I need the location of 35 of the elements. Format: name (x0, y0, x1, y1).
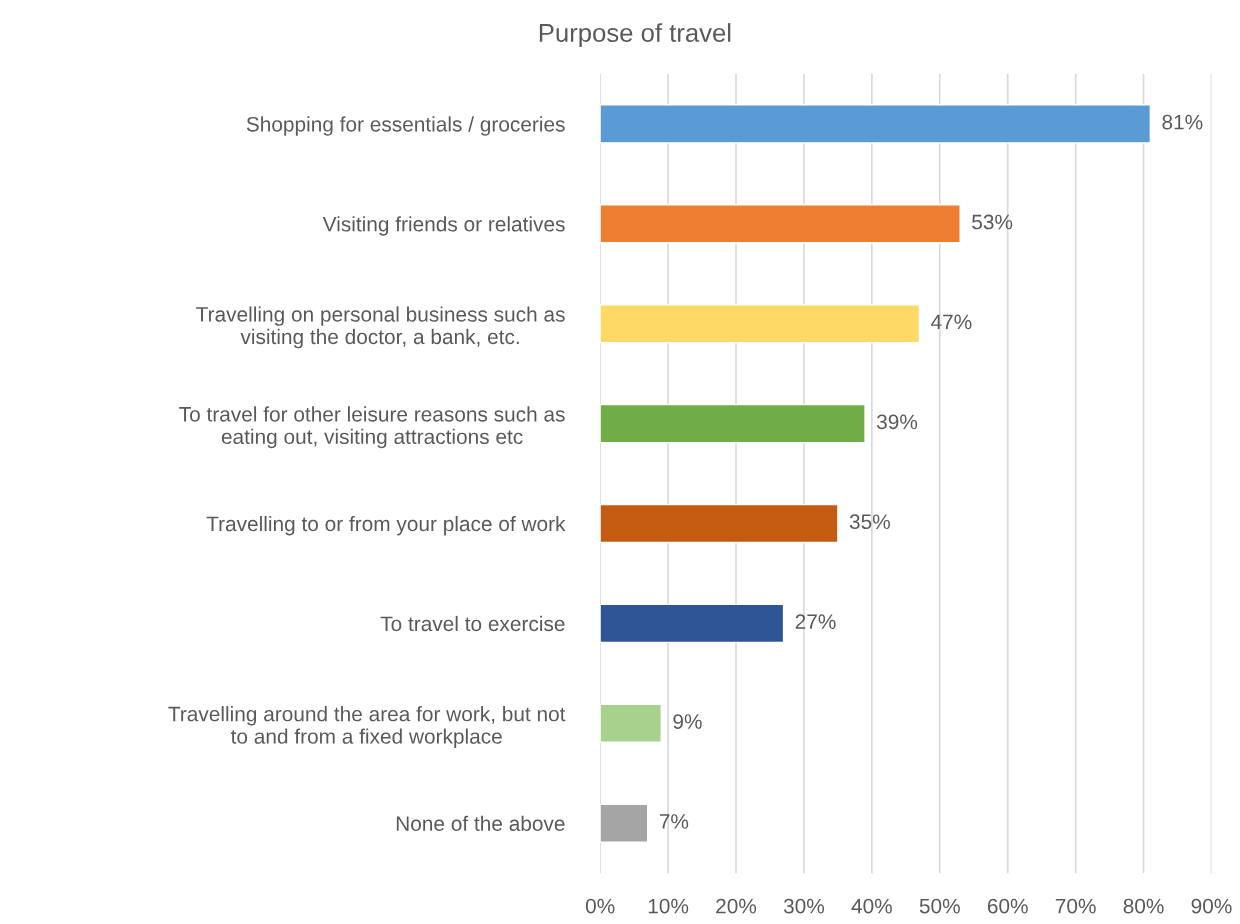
bar (600, 603, 785, 644)
x-tick-label: 10% (648, 898, 689, 914)
y-tick-label: Travelling on personal business such as visiting the doctor, a bank, etc. (196, 306, 565, 349)
y-tick-label: Visiting friends or relatives (322, 216, 565, 236)
bar (600, 304, 921, 344)
data-label: 27% (795, 614, 836, 629)
y-tick-label: Shopping for essentials / groceries (246, 116, 565, 136)
bar (600, 403, 866, 444)
bar (600, 703, 662, 743)
x-tick-label: 50% (919, 898, 960, 914)
bar (600, 204, 961, 244)
data-label: 7% (659, 814, 689, 829)
y-tick-label: Travelling around the area for work, but not to and from a fixed workplace (168, 706, 566, 748)
data-label: 53% (972, 214, 1013, 230)
data-label: 9% (673, 714, 702, 729)
x-tick-label: 40% (851, 898, 892, 914)
bar (600, 803, 649, 843)
x-tick-label: 60% (987, 898, 1028, 914)
x-tick-label: 20% (716, 898, 757, 914)
y-tick-label: Travelling to or from your place of work (206, 515, 566, 536)
data-label: 81% (1162, 114, 1203, 130)
x-tick-label: 0% (585, 898, 615, 914)
x-tick-label: 90% (1191, 898, 1232, 914)
x-tick-label: 30% (783, 898, 825, 914)
x-tick-label: 80% (1123, 898, 1164, 914)
bar (600, 503, 839, 544)
chart-title: Purpose of travel (539, 23, 731, 48)
data-label: 35% (849, 514, 890, 530)
x-tick-label: 70% (1055, 898, 1096, 914)
y-tick-label: To travel to exercise (380, 615, 565, 632)
data-label: 47% (930, 314, 972, 330)
data-label: 39% (876, 414, 918, 430)
y-tick-label: To travel for other leisure reasons such as eating out, visiting attractions etc (179, 406, 565, 449)
y-tick-label: None of the above (396, 815, 565, 831)
bar (600, 104, 1152, 144)
